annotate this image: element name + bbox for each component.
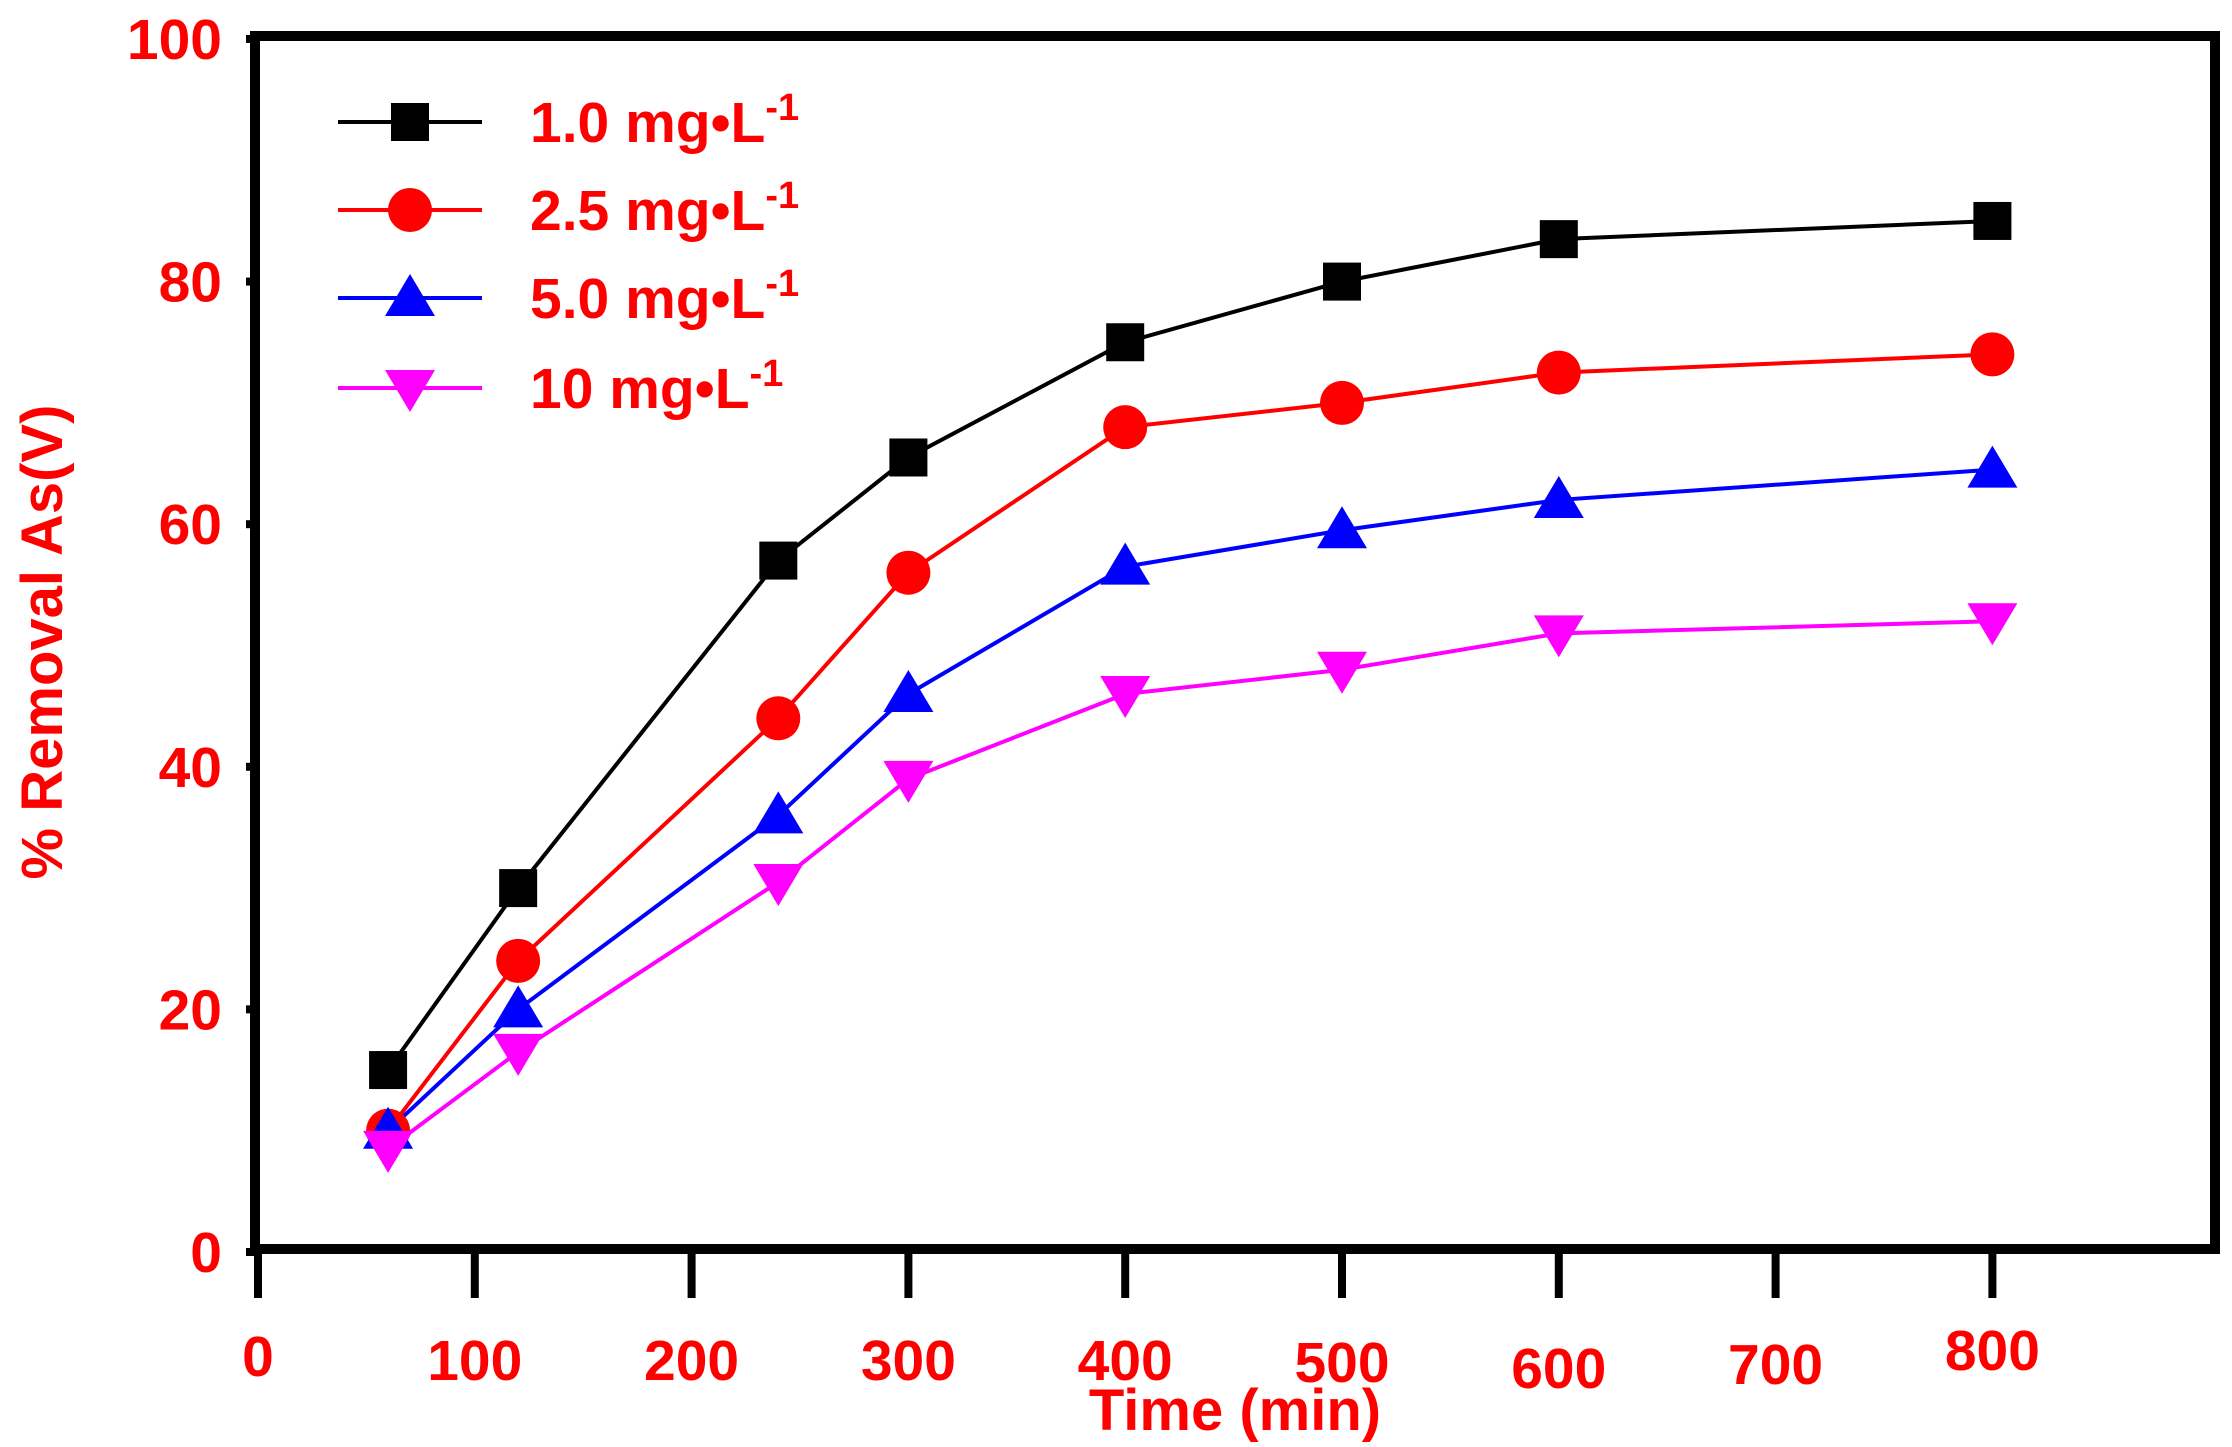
legend-label: 2.5 mg•L-1 (530, 175, 799, 243)
data-point-square (889, 438, 928, 477)
data-point-triangle-up (1967, 445, 2018, 488)
series-line-10-mg-l (386, 619, 1993, 1151)
y-tick-label: 80 (159, 251, 222, 315)
legend: 1.0 mg•L-1 2.5 mg•L-1 5.0 mg•L-1 10 mg•L-1 (338, 87, 799, 421)
y-tick-label: 20 (159, 978, 222, 1042)
data-point-square (369, 1051, 408, 1090)
data-point-circle (756, 696, 801, 741)
data-point-circle (1103, 405, 1148, 450)
data-point-triangle-down (1317, 651, 1367, 694)
data-point-square (1539, 220, 1578, 259)
x-tick-label: 200 (644, 1329, 739, 1393)
x-tick-label: 500 (1294, 1331, 1389, 1395)
data-point-square (1973, 201, 2012, 240)
x-tick-label: 800 (1945, 1319, 2040, 1383)
data-point-triangle-down (1533, 615, 1584, 658)
data-point-circle (496, 938, 541, 983)
legend-marker-circle (388, 188, 432, 232)
y-tick-label: 0 (190, 1221, 222, 1285)
data-point-circle (1320, 380, 1364, 425)
x-tick-label: 700 (1728, 1333, 1823, 1397)
legend-label: 10 mg•L-1 (530, 353, 783, 421)
series-markers (363, 201, 2018, 1173)
data-point-triangle-down (1100, 676, 1151, 719)
plot-frame (250, 31, 2220, 1254)
series-line-1-0-mg-l (386, 218, 1993, 1072)
y-tick-label: 60 (159, 493, 222, 557)
x-axis: 0 100 200 300 400 500 600 700 800 (242, 1252, 2040, 1401)
data-point-triangle-up (1100, 542, 1151, 585)
legend-marker-triangle-down (385, 370, 435, 412)
data-point-square (1106, 323, 1145, 362)
legend-entry: 1.0 mg•L-1 (338, 87, 799, 155)
series-line-2-5-mg-l (386, 352, 1993, 1132)
data-point-triangle-down (1967, 603, 2018, 646)
data-point-square (499, 869, 538, 908)
data-point-circle (886, 550, 931, 595)
data-point-triangle-up (753, 791, 804, 834)
data-point-triangle-down (753, 864, 804, 907)
y-axis-title: % Removal As(V) (10, 405, 75, 880)
y-axis: 0 20 40 60 80 100 (127, 8, 258, 1285)
data-point-circle (1536, 350, 1581, 395)
legend-entry: 5.0 mg•L-1 (338, 263, 799, 331)
series-line-5-0-mg-l (386, 467, 1993, 1133)
data-point-triangle-up (1317, 506, 1367, 549)
y-tick-label: 100 (127, 8, 222, 72)
y-tick-label: 40 (159, 736, 222, 800)
data-point-square (1323, 262, 1361, 301)
x-tick-label: 400 (1078, 1329, 1173, 1393)
data-point-triangle-down (883, 760, 934, 803)
data-point-square (759, 541, 798, 580)
legend-marker-square (391, 103, 429, 141)
series-lines (386, 218, 1993, 1151)
legend-label: 5.0 mg•L-1 (530, 263, 799, 331)
data-point-triangle-up (493, 985, 544, 1028)
x-axis-title: Time (min) (1089, 1378, 1381, 1443)
legend-marker-triangle-up (385, 274, 435, 316)
x-tick-label: 0 (242, 1325, 274, 1389)
x-tick-label: 600 (1511, 1337, 1606, 1401)
data-point-triangle-down (363, 1130, 414, 1173)
legend-entry: 2.5 mg•L-1 (338, 175, 799, 243)
data-point-triangle-down (493, 1033, 544, 1076)
legend-entry: 10 mg•L-1 (338, 353, 783, 421)
data-point-triangle-up (883, 670, 934, 713)
data-point-circle (1970, 332, 2015, 377)
data-point-triangle-up (1533, 475, 1584, 518)
x-tick-label: 300 (861, 1329, 956, 1393)
x-tick-label: 100 (427, 1329, 522, 1393)
legend-label: 1.0 mg•L-1 (530, 87, 799, 155)
